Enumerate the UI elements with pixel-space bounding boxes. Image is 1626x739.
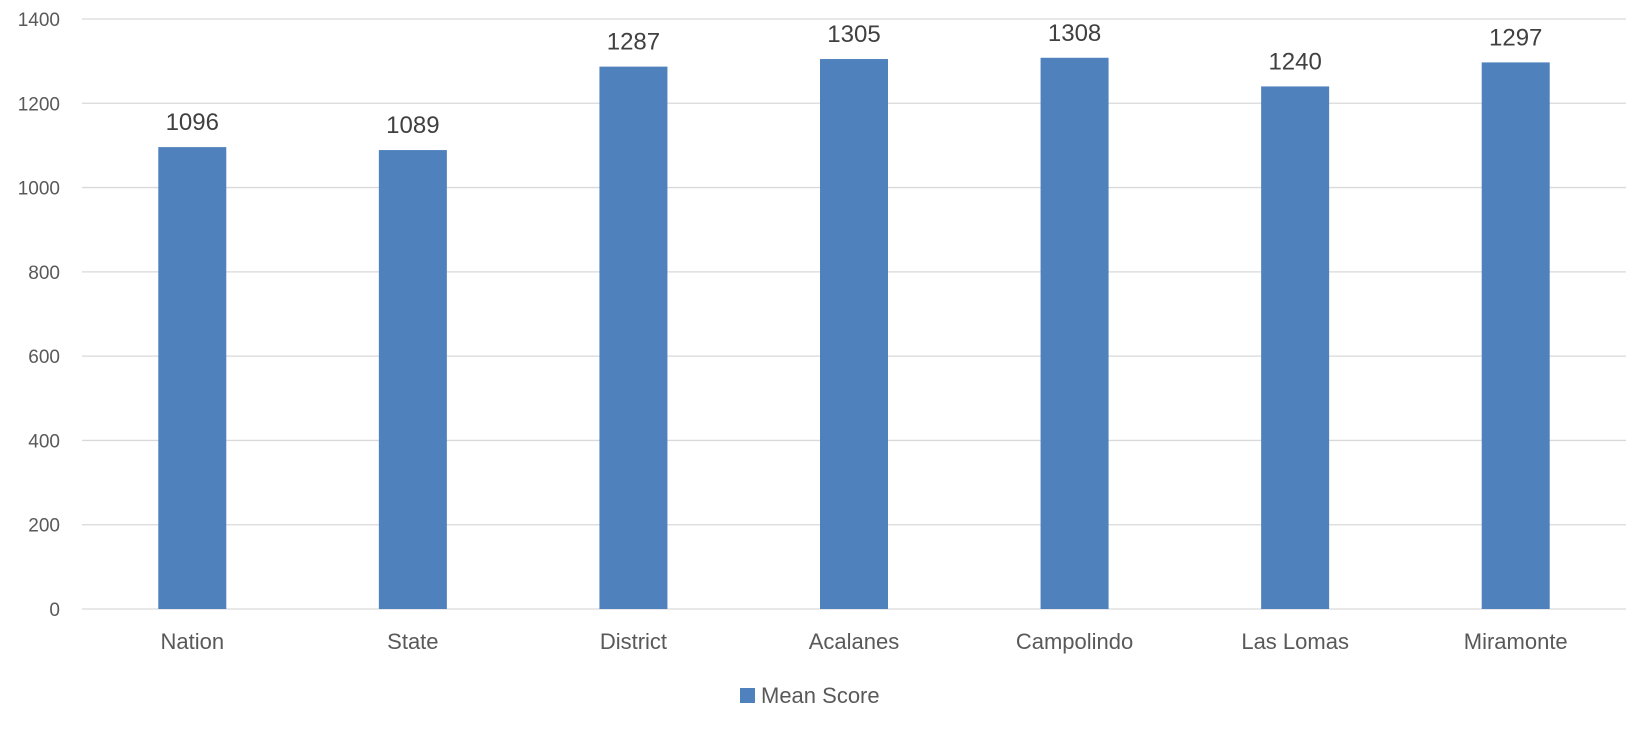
y-tick-label: 0 (49, 600, 60, 621)
bar-district (599, 66, 668, 609)
x-category-label: District (600, 629, 667, 654)
bar-nation (158, 147, 227, 609)
x-category-label: Las Lomas (1241, 629, 1349, 654)
y-axis-tick-labels: 0 200 400 600 800 1000 1200 1400 (18, 10, 60, 621)
y-tick-label: 1400 (18, 10, 60, 31)
x-category-label: Miramonte (1464, 629, 1568, 654)
x-category-label: State (387, 629, 438, 654)
y-tick-label: 200 (28, 516, 60, 537)
bars (158, 57, 1550, 610)
y-tick-label: 1200 (18, 94, 60, 115)
data-labels: 1096 1089 1287 1305 1308 1240 1297 (166, 20, 1543, 139)
y-tick-label: 800 (28, 263, 60, 284)
y-tick-label: 600 (28, 347, 60, 368)
x-category-label: Nation (160, 629, 224, 654)
bar-acalanes (820, 59, 888, 610)
bar-miramonte (1481, 62, 1550, 609)
data-label: 1096 (166, 109, 219, 136)
data-label: 1287 (607, 29, 660, 56)
bar-las-lomas (1261, 86, 1330, 609)
x-category-label: Acalanes (809, 629, 900, 654)
legend-swatch-mean-score (740, 688, 755, 703)
x-category-label: Campolindo (1016, 629, 1133, 654)
data-label: 1305 (827, 21, 880, 48)
y-tick-label: 1000 (18, 179, 60, 200)
data-label: 1297 (1489, 24, 1542, 51)
data-label: 1089 (386, 112, 439, 139)
legend: Mean Score (740, 683, 880, 708)
bar-state (378, 150, 447, 610)
y-tick-label: 400 (28, 431, 60, 452)
bar-campolindo (1040, 57, 1109, 610)
data-label: 1308 (1048, 20, 1101, 47)
x-axis-category-labels: Nation State District Acalanes Campolindo Las… (160, 629, 1567, 654)
data-label: 1240 (1268, 48, 1321, 75)
legend-label-mean-score: Mean Score (761, 683, 880, 708)
